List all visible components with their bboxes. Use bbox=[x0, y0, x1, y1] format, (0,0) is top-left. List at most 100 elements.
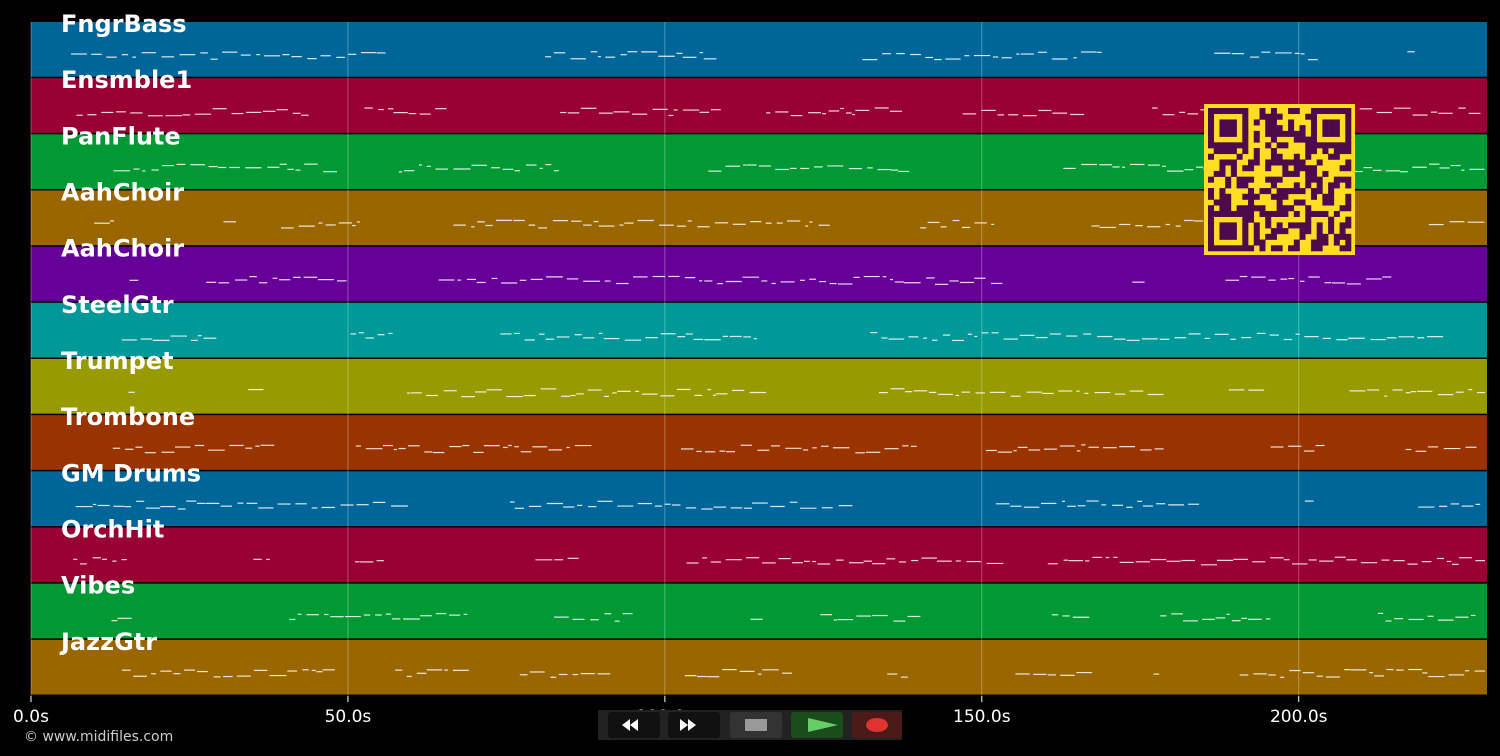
qr-module bbox=[1328, 199, 1335, 206]
qr-module bbox=[1288, 130, 1295, 137]
qr-module bbox=[1322, 148, 1329, 155]
qr-module bbox=[1333, 125, 1340, 132]
qr-module bbox=[1219, 222, 1226, 229]
qr-module bbox=[1310, 210, 1317, 217]
qr-module bbox=[1230, 125, 1237, 132]
qr-module bbox=[1276, 245, 1283, 252]
forward-icon bbox=[680, 719, 696, 731]
track-name: PanFlute bbox=[61, 122, 181, 150]
qr-module bbox=[1208, 205, 1215, 212]
qr-module bbox=[1282, 130, 1289, 137]
qr-module bbox=[1316, 188, 1323, 195]
track-name: Ensmble1 bbox=[61, 66, 192, 94]
notes bbox=[71, 51, 1485, 678]
qr-module bbox=[1265, 125, 1272, 132]
track-name: Vibes bbox=[61, 572, 135, 600]
qr-module bbox=[1259, 245, 1266, 252]
qr-module bbox=[1322, 142, 1329, 149]
qr-module bbox=[1345, 245, 1352, 252]
qr-module bbox=[1328, 125, 1335, 132]
qr-module bbox=[1248, 216, 1255, 223]
qr-module bbox=[1345, 216, 1352, 223]
qr-module bbox=[1208, 176, 1215, 183]
qr-module bbox=[1299, 228, 1306, 235]
qr-module bbox=[1270, 176, 1277, 183]
qr-module bbox=[1219, 188, 1226, 195]
qr-module bbox=[1265, 113, 1272, 120]
rewind-button[interactable] bbox=[608, 712, 660, 738]
qr-module bbox=[1208, 210, 1215, 217]
qr-module bbox=[1288, 205, 1295, 212]
qr-module bbox=[1230, 108, 1237, 115]
qr-module bbox=[1310, 245, 1317, 252]
track-name: Trombone bbox=[61, 403, 195, 431]
qr-module bbox=[1288, 125, 1295, 132]
qr-module bbox=[1213, 199, 1220, 206]
qr-module bbox=[1310, 188, 1317, 195]
qr-module bbox=[1276, 210, 1283, 217]
qr-module bbox=[1345, 233, 1352, 240]
qr-module bbox=[1293, 108, 1300, 115]
qr-module bbox=[1345, 136, 1352, 143]
qr-module bbox=[1270, 193, 1277, 200]
qr-module bbox=[1236, 142, 1243, 149]
track-name: SteelGtr bbox=[61, 291, 174, 319]
qr-module bbox=[1276, 228, 1283, 235]
qr-module bbox=[1208, 130, 1215, 137]
track-band bbox=[31, 302, 1487, 358]
forward-button[interactable] bbox=[668, 712, 720, 738]
qr-module bbox=[1310, 142, 1317, 149]
track-labels: FngrBass Ensmble1 PanFlute AahChoir AahChoir… bbox=[59, 10, 201, 656]
qr-module bbox=[1293, 153, 1300, 160]
record-icon bbox=[866, 718, 888, 732]
qr-module bbox=[1345, 222, 1352, 229]
qr-module bbox=[1225, 210, 1232, 217]
qr-module bbox=[1219, 108, 1226, 115]
qr-module bbox=[1333, 148, 1340, 155]
qr-module bbox=[1293, 182, 1300, 189]
qr-module bbox=[1345, 125, 1352, 132]
qr-module bbox=[1328, 222, 1335, 229]
qr-module bbox=[1328, 188, 1335, 195]
play-button[interactable] bbox=[791, 712, 843, 738]
qr-module bbox=[1316, 176, 1323, 183]
qr-module bbox=[1322, 125, 1329, 132]
qr-module bbox=[1208, 193, 1215, 200]
stop-button[interactable] bbox=[730, 712, 782, 738]
qr-module bbox=[1299, 188, 1306, 195]
record-button[interactable] bbox=[852, 712, 902, 738]
qr-module bbox=[1345, 108, 1352, 115]
qr-module bbox=[1259, 210, 1266, 217]
qr-module bbox=[1305, 148, 1312, 155]
qr-module bbox=[1282, 170, 1289, 177]
qr-module bbox=[1253, 239, 1260, 246]
qr-module bbox=[1276, 188, 1283, 195]
qr-module bbox=[1328, 108, 1335, 115]
qr-module bbox=[1322, 233, 1329, 240]
qr-module bbox=[1236, 153, 1243, 160]
qr-module bbox=[1253, 136, 1260, 143]
qr-module bbox=[1236, 205, 1243, 212]
tick-label: 200.0s bbox=[1270, 707, 1328, 727]
qr-module bbox=[1288, 222, 1295, 229]
tick-label: 150.0s bbox=[953, 707, 1011, 727]
qr-module bbox=[1270, 210, 1277, 217]
qr-module bbox=[1288, 188, 1295, 195]
qr-module bbox=[1328, 228, 1335, 235]
qr-module bbox=[1230, 233, 1237, 240]
qr-module bbox=[1270, 119, 1277, 126]
qr-module bbox=[1345, 239, 1352, 246]
qr-module bbox=[1225, 233, 1232, 240]
qr-module bbox=[1208, 222, 1215, 229]
qr-module bbox=[1219, 233, 1226, 240]
qr-module bbox=[1322, 210, 1329, 217]
qr-module bbox=[1322, 108, 1329, 115]
qr-module bbox=[1299, 136, 1306, 143]
qr-module bbox=[1265, 165, 1272, 172]
qr-module bbox=[1213, 170, 1220, 177]
qr-module bbox=[1328, 182, 1335, 189]
qr-module bbox=[1253, 148, 1260, 155]
qr-module bbox=[1242, 222, 1249, 229]
qr-module bbox=[1282, 210, 1289, 217]
qr-module bbox=[1270, 136, 1277, 143]
